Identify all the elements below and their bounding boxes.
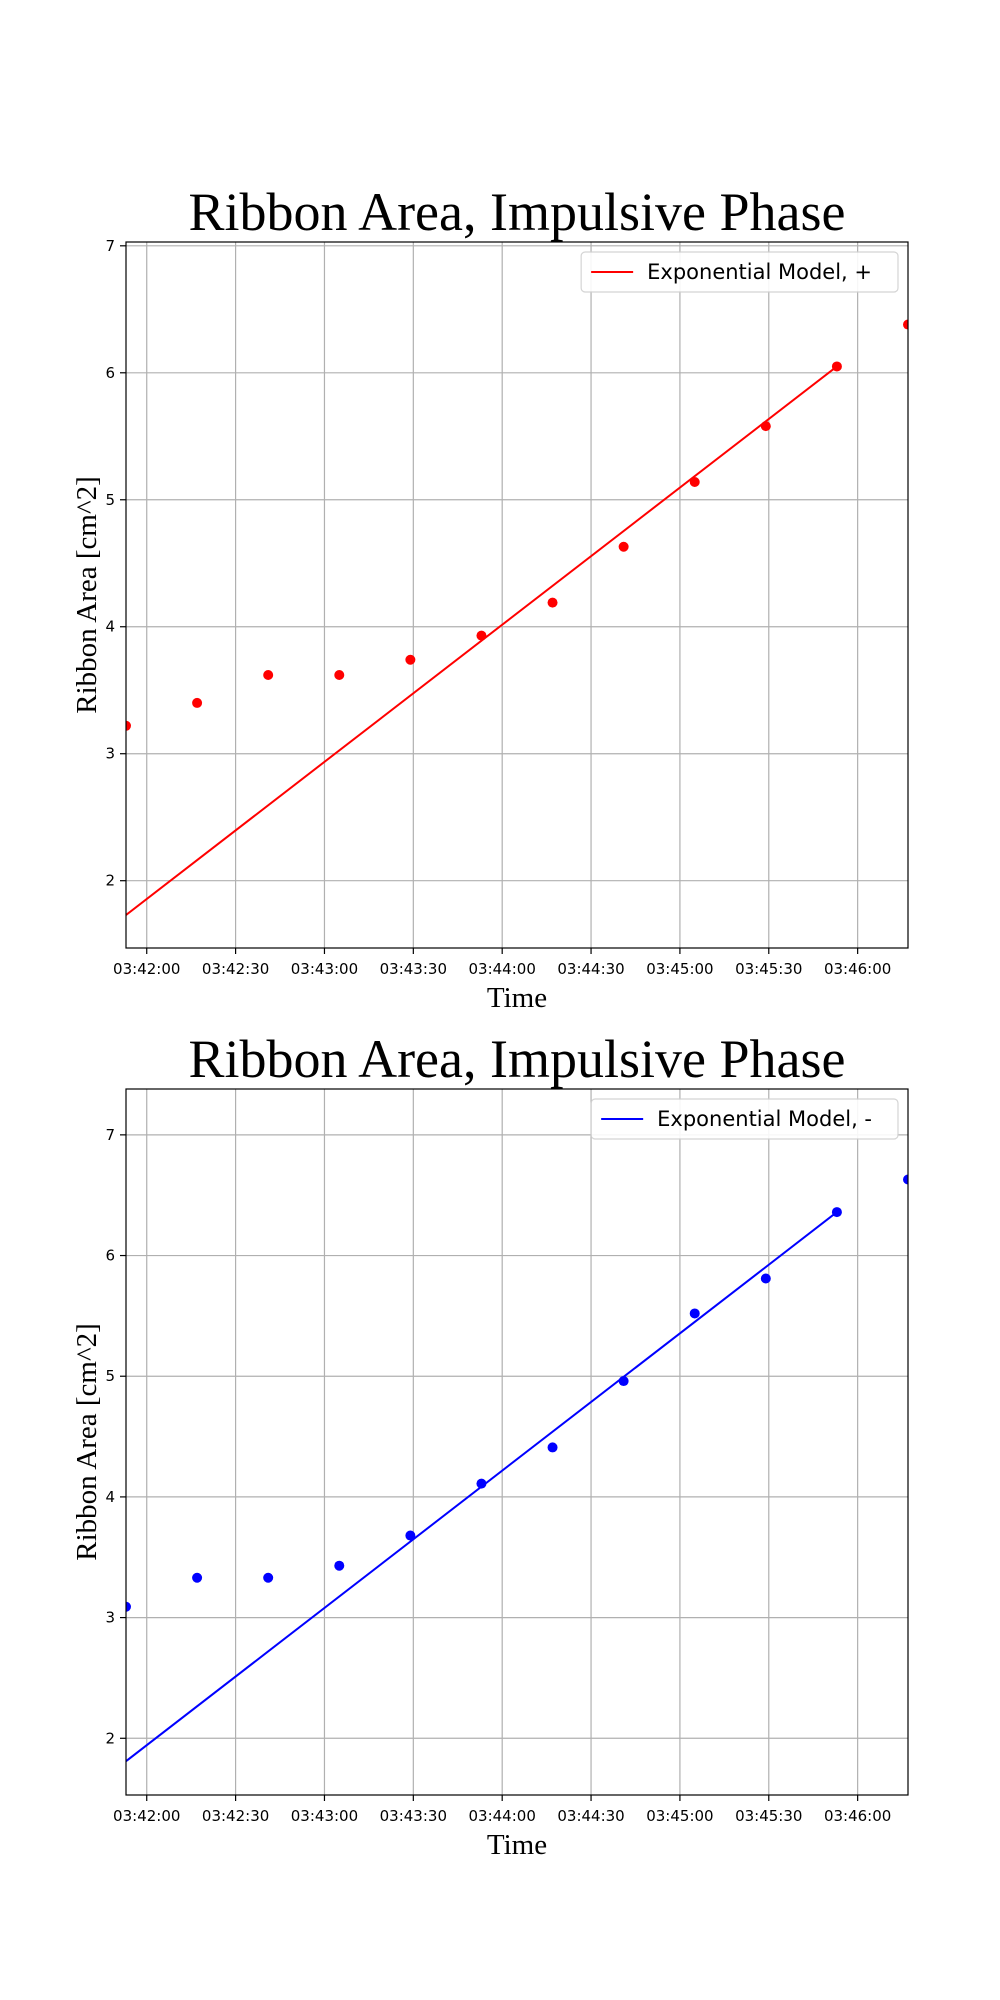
y-axis-label: Ribbon Area [cm^2] [71,476,103,714]
data-point [476,1478,487,1489]
data-point [903,1174,908,1185]
chart-panel-2: 03:42:00 03:42:30 03:43:00 03:43:30 03:44:00… [71,1029,909,1861]
data-point [126,1601,131,1612]
y-tick-label: 2 [105,1729,115,1747]
plot-area [126,1174,908,1762]
data-point [334,1560,345,1571]
data-point [405,1530,416,1541]
data-point [760,1273,771,1284]
y-tick-label: 4 [105,1488,115,1506]
y-tick-label: 2 [105,872,115,890]
x-tick-label: 03:43:30 [380,960,447,978]
x-tick-label: 03:44:30 [557,1807,624,1825]
x-tick-label: 03:45:30 [735,1807,802,1825]
y-tick-label: 3 [105,1609,115,1627]
data-point [618,1376,629,1387]
x-tick-label: 03:46:00 [824,960,891,978]
x-tick-label: 03:45:30 [735,960,802,978]
data-point [903,319,908,330]
data-point [405,654,416,665]
y-tick-label: 7 [105,1126,115,1144]
legend: Exponential Model, - [590,1098,899,1140]
x-tick-label: 03:43:00 [291,1807,358,1825]
data-point [689,1308,700,1319]
chart-title: Ribbon Area, Impulsive Phase [189,1029,846,1089]
x-axis-label: Time [487,982,547,1014]
x-tick-label: 03:45:00 [646,960,713,978]
data-point [618,541,629,552]
data-point [689,476,700,487]
x-tick-label: 03:42:00 [113,1807,180,1825]
data-point [334,669,345,680]
data-point [831,1207,842,1218]
x-tick-label: 03:43:30 [380,1807,447,1825]
x-tick-label: 03:42:30 [202,1807,269,1825]
y-tick-label: 3 [105,745,115,763]
plot-frame [125,241,909,949]
data-point [263,1572,274,1583]
plot-frame [125,1088,909,1796]
x-tick-label: 03:42:30 [202,960,269,978]
legend-label: Exponential Model, - [657,1107,872,1131]
x-tick-label: 03:45:00 [646,1807,713,1825]
x-tick-label: 03:42:00 [113,960,180,978]
x-tick-label: 03:44:00 [469,1807,536,1825]
y-tick-label: 5 [105,491,115,509]
data-point [192,1572,203,1583]
data-point [547,1442,558,1453]
data-point [192,697,203,708]
data-point [476,630,487,641]
y-tick-label: 6 [105,1247,115,1265]
data-point [831,361,842,372]
data-point [760,421,771,432]
legend-box [580,251,899,293]
chart-panel-1: 03:42:00 03:42:30 03:43:00 03:43:30 03:44:00… [71,182,909,1014]
data-point [547,597,558,608]
x-axis-label: Time [487,1829,547,1861]
legend-box [590,1098,899,1140]
y-tick-label: 7 [105,237,115,255]
x-tick-label: 03:44:30 [557,960,624,978]
legend-label: Exponential Model, + [647,260,872,284]
y-tick-label: 6 [105,364,115,382]
y-axis-label: Ribbon Area [cm^2] [71,1323,103,1561]
chart-title: Ribbon Area, Impulsive Phase [189,182,846,242]
data-point [263,669,274,680]
plot-area [126,319,908,916]
y-tick-label: 5 [105,1367,115,1385]
legend: Exponential Model, + [580,251,899,293]
y-tick-label: 4 [105,618,115,636]
x-tick-label: 03:44:00 [469,960,536,978]
x-tick-label: 03:46:00 [824,1807,891,1825]
data-point [126,720,131,731]
model-line [126,365,838,916]
x-tick-label: 03:43:00 [291,960,358,978]
